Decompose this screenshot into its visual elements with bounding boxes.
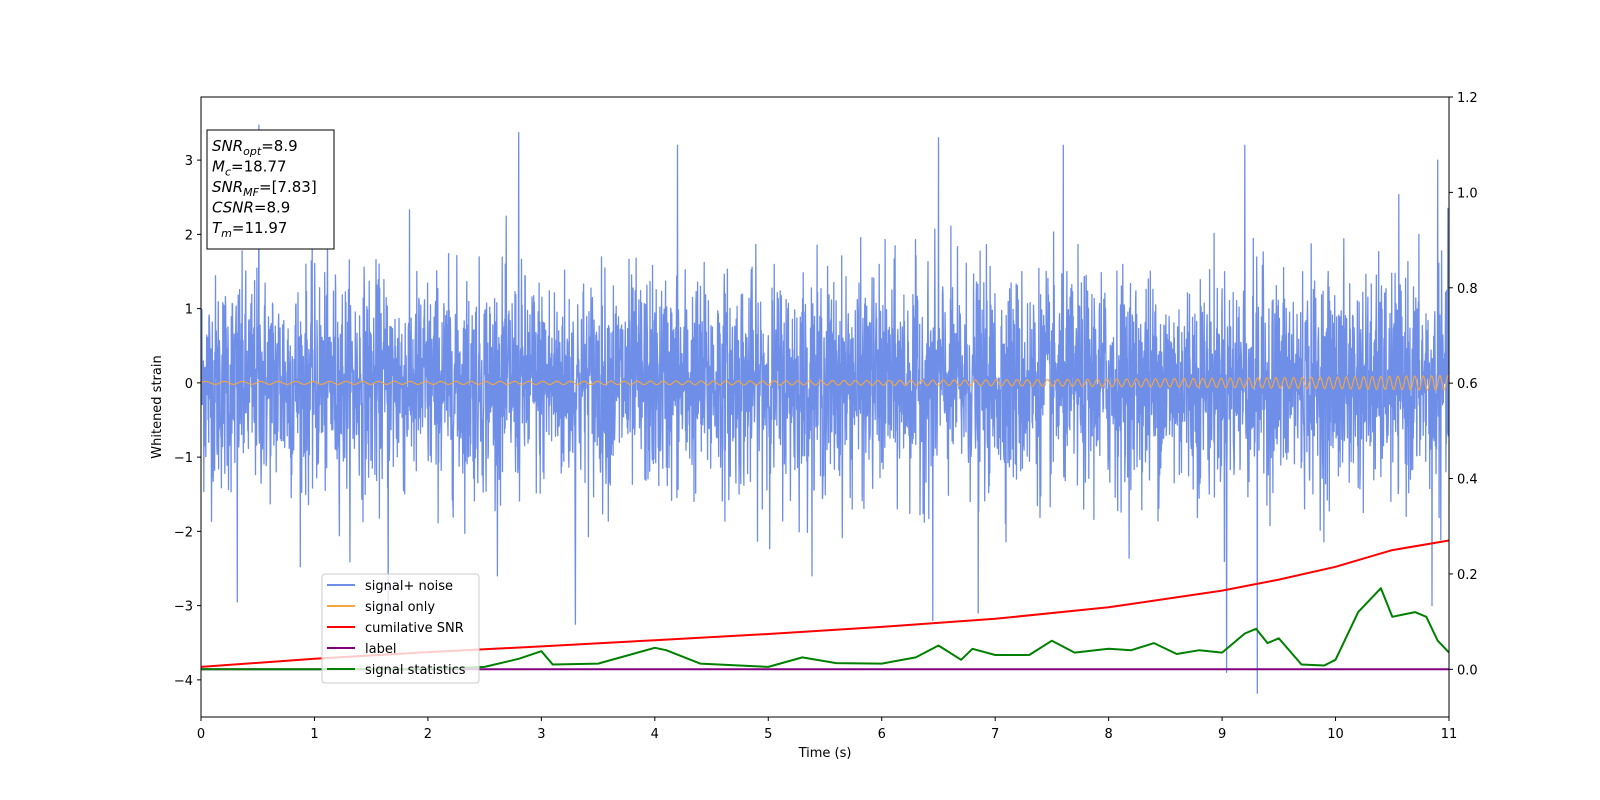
x-tick-label: 4 xyxy=(651,727,659,742)
y-right-tick-label: 0.4 xyxy=(1457,473,1478,488)
info-line: CSNR=8.9 xyxy=(212,199,290,217)
x-tick-label: 9 xyxy=(1218,727,1226,742)
y-right-tick-label: 1.2 xyxy=(1457,91,1478,106)
y-right-tick-label: 0.8 xyxy=(1457,282,1478,297)
info-line: SNRopt=8.9 xyxy=(212,137,298,158)
y-left-tick-label: 2 xyxy=(185,228,193,243)
series-signal-only xyxy=(201,374,1449,391)
legend-label: signal statistics xyxy=(365,663,466,678)
info-box-frame xyxy=(206,129,335,250)
y-left-tick-label: 3 xyxy=(185,154,193,169)
y-right-tick-label: 0.6 xyxy=(1457,377,1478,392)
y-left-tick-label: 0 xyxy=(185,377,193,392)
x-tick-label: 10 xyxy=(1327,727,1344,742)
info-line: Tm=11.97 xyxy=(212,219,287,240)
y-right-tick-label: 0.2 xyxy=(1457,568,1478,583)
x-tick-label: 1 xyxy=(310,727,318,742)
x-tick-label: 7 xyxy=(991,727,999,742)
legend-label: signal only xyxy=(365,600,435,615)
x-tick-label: 6 xyxy=(878,727,886,742)
y-axis-left-title: Whitened strain xyxy=(150,355,165,458)
y-left-tick-label: −1 xyxy=(174,451,193,466)
x-tick-label: 2 xyxy=(424,727,432,742)
info-line: Mc=18.77 xyxy=(212,158,287,179)
y-left-tick-label: 1 xyxy=(185,303,193,318)
legend-label: label xyxy=(365,642,396,657)
x-axis-title: Time (s) xyxy=(798,746,852,761)
series-signal-statistics xyxy=(201,587,1449,671)
legend-label: cumilative SNR xyxy=(365,621,464,636)
legend-frame xyxy=(321,573,480,684)
x-tick-label: 8 xyxy=(1104,727,1112,742)
plot-frame xyxy=(200,96,1450,718)
y-right-tick-label: 1.0 xyxy=(1457,186,1478,201)
y-right-tick-label: 0.0 xyxy=(1457,663,1478,678)
x-tick-label: 11 xyxy=(1441,727,1458,742)
x-tick-label: 0 xyxy=(197,727,205,742)
x-tick-label: 3 xyxy=(537,727,545,742)
x-axis: 0 1 2 3 4 5 6 7 8 9 10 11 xyxy=(197,717,1457,742)
info-line: SNRMF=[7.83] xyxy=(212,178,317,199)
y-left-tick-label: −4 xyxy=(174,674,193,689)
y-left-tick-label: −2 xyxy=(174,525,193,540)
y-left-tick-label: −3 xyxy=(174,600,193,615)
x-tick-label: 5 xyxy=(764,727,772,742)
legend: signal+ noise signal only cumilative SNR la… xyxy=(321,573,480,684)
legend-label: signal+ noise xyxy=(365,579,453,594)
series-signal-noise xyxy=(201,124,1449,694)
y-axis-left: −4 −3 −2 −1 0 1 2 3 xyxy=(174,154,201,689)
y-axis-right: 0.0 0.2 0.4 0.6 0.8 1.0 1.2 xyxy=(1449,91,1478,678)
